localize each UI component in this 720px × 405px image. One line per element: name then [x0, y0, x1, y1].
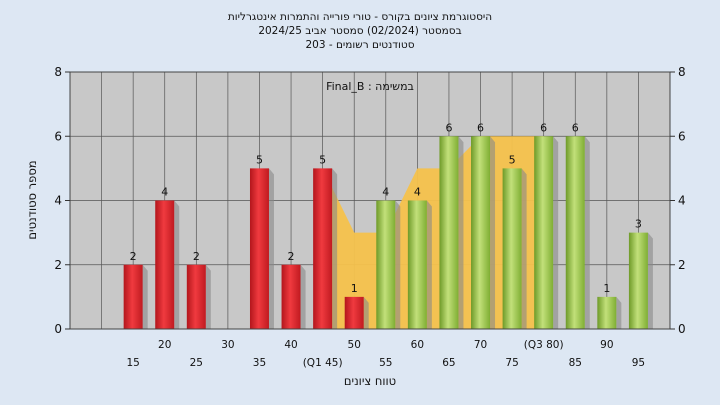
bar-value-label-15: 2 [130, 250, 137, 263]
bar-15 [123, 264, 143, 329]
x-tick-label-65: 65 [442, 357, 455, 369]
chart-title-line-2: בסמסטר (02/2024) סמסטר אביב 2024/25 [258, 25, 462, 37]
chart-title-line-1: היסטוגרמת ציונים בקורס - טורי פורייה והת… [227, 11, 493, 23]
x-tick-label-50: 50 [348, 339, 361, 351]
bar-35 [249, 168, 269, 329]
x-tick-label-35: 35 [253, 357, 266, 369]
bar-value-label-25: 2 [193, 250, 200, 263]
bar-value-label-20: 4 [161, 186, 168, 199]
bar-80 [534, 136, 554, 329]
y-tick-label-left: 6 [54, 129, 62, 143]
bar-value-label-95: 3 [635, 218, 642, 231]
bar-value-label-65: 6 [445, 121, 452, 134]
y-tick-label-left: 8 [54, 65, 62, 79]
y-axis-label: מספר סטודנטים [25, 160, 39, 239]
bar-shadow [458, 136, 464, 329]
x-tick-label-70: 70 [474, 339, 487, 351]
bar-shadow [205, 264, 211, 329]
bar-shadow [584, 136, 590, 329]
x-tick-label-80: (Q3 80) [524, 339, 564, 351]
bar-value-label-85: 6 [572, 121, 579, 134]
bar-75 [502, 168, 522, 329]
bar-value-label-90: 1 [603, 282, 610, 295]
y-tick-label-right: 2 [678, 258, 686, 272]
y-tick-label-right: 4 [678, 194, 686, 208]
bar-65 [439, 136, 459, 329]
y-tick-label-right: 8 [678, 65, 686, 79]
chart-title-line-3: סטודנטים רשומים - 203 [305, 39, 415, 51]
bar-shadow [616, 296, 622, 329]
x-tick-label-55: 55 [379, 357, 392, 369]
x-tick-label-25: 25 [190, 357, 203, 369]
bar-55 [376, 200, 396, 329]
y-tick-label-right: 6 [678, 129, 686, 143]
y-tick-label-left: 2 [54, 258, 62, 272]
bar-shadow [426, 200, 432, 329]
bar-value-label-70: 6 [477, 121, 484, 134]
bar-45 [313, 168, 333, 329]
bar-shadow [174, 200, 180, 329]
bar-value-label-75: 5 [509, 153, 516, 166]
x-tick-label-45: (Q1 45) [303, 357, 343, 369]
x-tick-label-95: 95 [632, 357, 645, 369]
bar-shadow [268, 168, 274, 329]
bar-70 [471, 136, 491, 329]
bar-25 [186, 264, 206, 329]
x-tick-label-40: 40 [284, 339, 297, 351]
bar-60 [407, 200, 427, 329]
bar-shadow [521, 168, 527, 329]
bar-40 [281, 264, 301, 329]
x-tick-label-60: 60 [411, 339, 424, 351]
bar-shadow [363, 296, 369, 329]
bar-shadow [647, 232, 653, 329]
x-tick-label-15: 15 [126, 357, 139, 369]
x-tick-label-20: 20 [158, 339, 171, 351]
bar-value-label-40: 2 [288, 250, 295, 263]
x-axis-label: טווח ציונים [344, 374, 396, 388]
bar-shadow [300, 264, 306, 329]
bar-value-label-80: 6 [540, 121, 547, 134]
bar-95 [628, 232, 648, 329]
bar-85 [565, 136, 585, 329]
bar-value-label-35: 5 [256, 153, 263, 166]
x-tick-label-75: 75 [505, 357, 518, 369]
chart-annotation: Final_B : במשימה [326, 80, 414, 93]
bar-value-label-55: 4 [382, 186, 389, 199]
bar-shadow [332, 168, 338, 329]
y-tick-label-right: 0 [678, 322, 686, 336]
bar-shadow [553, 136, 559, 329]
x-tick-label-85: 85 [569, 357, 582, 369]
bar-shadow [490, 136, 496, 329]
y-tick-label-left: 4 [54, 194, 62, 208]
bar-value-label-60: 4 [414, 186, 421, 199]
x-tick-label-30: 30 [221, 339, 234, 351]
bar-90 [597, 296, 617, 329]
x-tick-label-90: 90 [600, 339, 613, 351]
bar-50 [344, 296, 364, 329]
bar-value-label-50: 1 [351, 282, 358, 295]
bar-value-label-45: 5 [319, 153, 326, 166]
bar-20 [155, 200, 175, 329]
bar-shadow [142, 264, 148, 329]
bar-shadow [395, 200, 401, 329]
y-tick-label-left: 0 [54, 322, 62, 336]
